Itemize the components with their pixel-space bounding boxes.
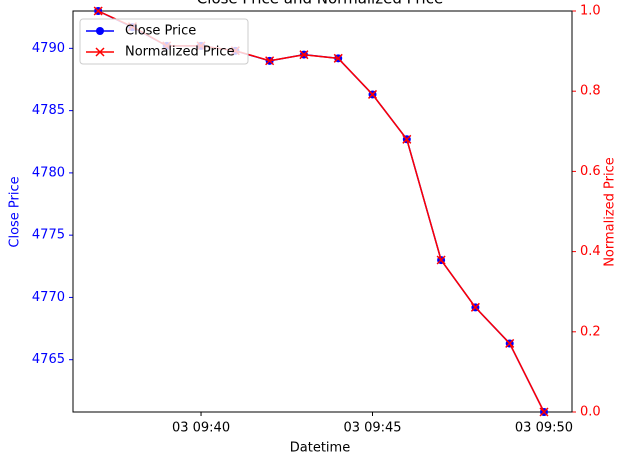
data-point: [505, 338, 515, 348]
y2-tick-label: 0.0: [580, 405, 601, 420]
legend-label: Normalized Price: [125, 45, 235, 60]
y2-tick-label: 0.8: [580, 84, 601, 99]
y2-tick-label: 0.4: [580, 244, 601, 259]
y-tick-label: 4770: [32, 290, 65, 305]
y2-axis-label: Normalized Price: [603, 157, 618, 267]
y-tick-label: 4790: [32, 41, 65, 56]
plot-frame: [72, 10, 573, 413]
x-tick-label: 03 09:50: [515, 421, 573, 436]
y2-tick-label: 1.0: [580, 4, 601, 19]
data-point: [402, 134, 412, 144]
y-tick-label: 4775: [32, 228, 65, 243]
y-axis-label: Close Price: [8, 176, 23, 247]
y-tick-label: 4780: [32, 165, 65, 180]
y-tick-label: 4765: [32, 352, 65, 367]
data-point: [367, 89, 378, 99]
legend: Close Price Normalized Price: [79, 18, 249, 65]
y-tick-label: 4785: [32, 103, 65, 118]
data-point: [299, 50, 309, 60]
series-line: [97, 10, 545, 413]
y2-tick-label: 0.2: [580, 324, 601, 339]
y2-tick-label: 0.6: [580, 164, 601, 179]
legend-box: [79, 18, 249, 65]
data-point: [470, 302, 480, 312]
data-point: [265, 56, 275, 66]
data-point: [436, 255, 446, 265]
x-tick-label: 03 09:40: [172, 421, 230, 436]
x-tick-label: 03 09:45: [343, 421, 401, 436]
x-axis-label: Datetime: [290, 441, 350, 456]
chart-title: Close Price and Normalized Price: [197, 0, 443, 8]
data-point: [539, 407, 549, 417]
series-line: [97, 10, 545, 413]
legend-label: Close Price: [125, 24, 196, 39]
legend-marker: [96, 27, 104, 35]
data-point: [93, 6, 103, 16]
legend-marker: [95, 47, 105, 57]
data-point: [333, 53, 343, 63]
